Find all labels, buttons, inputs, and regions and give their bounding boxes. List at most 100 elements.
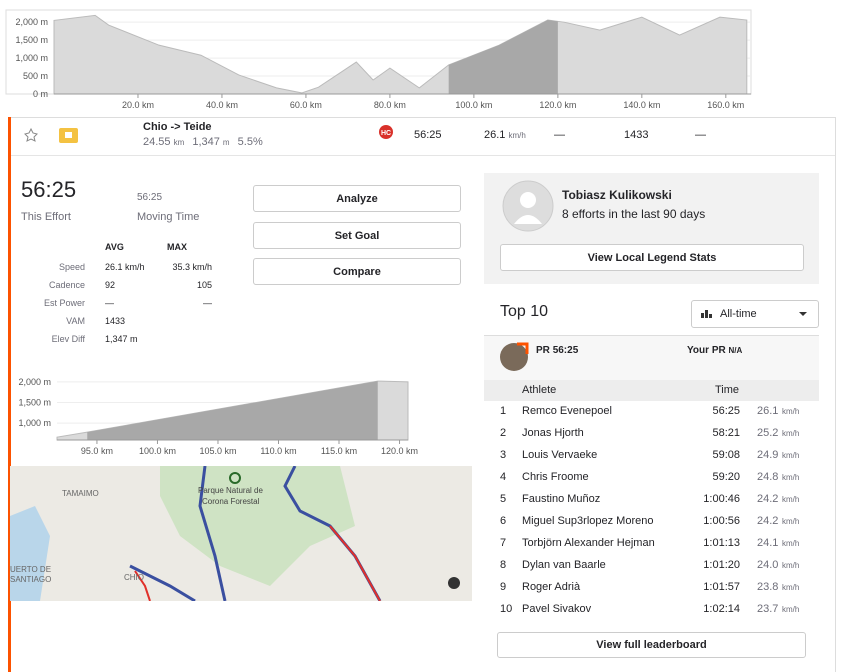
athlete-name[interactable]: Jonas Hjorth (522, 427, 584, 439)
moving-time: 56:25 (137, 192, 163, 203)
x-tick-label: 160.0 km (707, 100, 744, 110)
speed-unit: km/h (782, 495, 800, 504)
y-tick-label: 2,000 m (18, 377, 51, 387)
selected-border (8, 117, 11, 672)
info-icon[interactable] (448, 577, 460, 589)
rank: 1 (500, 405, 507, 417)
x-tick-label: 100.0 km (139, 446, 176, 456)
map-label: CHIO (124, 573, 144, 582)
map[interactable]: TAMAIMO Parque Natural de Corona Foresta… (10, 466, 472, 601)
overview-chart: 0 m 500 m 1,000 m 1,500 m 2,000 m 20.0 km 40.0… (5, 9, 752, 110)
legend-efforts: 8 efforts in the last 90 days (562, 207, 706, 221)
your-pr: Your PR N/A (687, 346, 742, 356)
row-icons: HC (24, 125, 393, 143)
leaderboard-button[interactable]: View full leaderboard (497, 632, 806, 658)
row-divider (11, 155, 835, 156)
rank: 2 (500, 427, 507, 439)
hc-badge (379, 125, 393, 139)
legend-icon-crown (65, 132, 72, 138)
speed: 26.1 (757, 405, 779, 417)
action-button[interactable]: Compare (253, 258, 461, 285)
athlete-name[interactable]: Dylan van Baarle (522, 559, 606, 571)
speed: 24.0 (757, 559, 779, 571)
sea (10, 506, 50, 601)
pr-avatar (500, 342, 529, 371)
speed: 24.9 (757, 449, 779, 461)
stat-max: 105 (196, 280, 212, 290)
x-tick-label: 105.0 km (199, 446, 236, 456)
athlete-name[interactable]: Pavel Sivakov (522, 603, 592, 615)
x-tick-label: 100.0 km (455, 100, 492, 110)
segment-route (134, 570, 151, 601)
athlete-name[interactable]: Remco Evenepoel (522, 405, 612, 417)
stat-label: Elev Diff (51, 334, 85, 344)
effort-label: This Effort (21, 211, 71, 223)
rank: 4 (500, 471, 507, 483)
x-tick-label: 140.0 km (623, 100, 660, 110)
stat-max: 35.3 km/h (172, 262, 212, 272)
segment-vam: 1433 (624, 129, 649, 141)
stat-label: Speed (58, 262, 85, 272)
time: 1:02:14 (703, 603, 740, 615)
moving-label: Moving Time (137, 211, 200, 223)
unit: km/h (508, 131, 526, 140)
rank: 10 (500, 603, 513, 615)
segment-power: — (554, 129, 565, 141)
x-tick-label: 60.0 km (290, 100, 322, 110)
x-tick-label: 95.0 km (81, 446, 113, 456)
segment-name[interactable]: Chio -> Teide (143, 121, 212, 133)
speed-unit: km/h (782, 429, 800, 438)
action-button[interactable]: Analyze (253, 185, 461, 212)
athlete-name[interactable]: Roger Adrià (522, 581, 581, 593)
x-tick-label: 40.0 km (206, 100, 238, 110)
speed: 23.7 (757, 603, 779, 615)
speed: 26.1 (484, 129, 506, 141)
stat-label: VAM (66, 316, 85, 326)
y-tick-label: 0 m (33, 89, 48, 99)
map-label: UERTO DE (10, 565, 51, 574)
segment-route (329, 525, 381, 601)
time: 1:00:56 (703, 515, 740, 527)
map-label: SANTIAGO (10, 575, 51, 584)
x-tick-label: 110.0 km (260, 446, 296, 456)
y-tick-label: 500 m (23, 71, 48, 81)
x-tick-label: 20.0 km (122, 100, 154, 110)
action-button[interactable]: Set Goal (253, 222, 461, 249)
x-tick-label: 120.0 km (381, 446, 418, 456)
unit: m (222, 138, 230, 147)
x-tick-label: 80.0 km (374, 100, 406, 110)
your-pr-label: Your PR (687, 345, 726, 356)
time: 56:25 (712, 405, 740, 417)
stat-max: — (203, 298, 212, 308)
star-icon[interactable] (24, 127, 38, 142)
legend-button[interactable]: View Local Legend Stats (500, 244, 804, 271)
legend-name[interactable]: Tobiasz Kulikowski (562, 188, 672, 202)
rank: 6 (500, 515, 507, 527)
segment-speed: 26.1 km/h (484, 130, 526, 141)
stat-avg: 92 (105, 280, 116, 290)
speed-unit: km/h (782, 605, 800, 614)
y-tick-label: 1,500 m (18, 397, 51, 407)
athlete-name[interactable]: Torbjörn Alexander Hejman (522, 537, 655, 549)
speed-unit: km/h (782, 407, 800, 416)
filter-dropdown[interactable]: All-time (691, 300, 819, 328)
y-tick-label: 2,000 m (15, 17, 48, 27)
segment-area (448, 20, 558, 94)
athlete-name[interactable]: Chris Froome (522, 471, 589, 483)
athlete-name[interactable]: Louis Vervaeke (522, 449, 598, 461)
time: 1:00:46 (703, 493, 740, 505)
pr-time: 56:25 (552, 345, 579, 356)
leaderboard-title: Top 10 (500, 303, 549, 320)
stat-label: Est Power (43, 298, 85, 308)
park (160, 466, 355, 586)
segment-panel (11, 117, 836, 672)
athlete-name[interactable]: Miguel Sup3rlopez Moreno (522, 515, 654, 527)
pr-row (484, 335, 819, 380)
athlete-name[interactable]: Faustino Muñoz (522, 493, 601, 505)
map-label: TAMAIMO (62, 489, 99, 498)
elevation: 1,347 (192, 136, 220, 148)
stat-avg: 26.1 km/h (105, 262, 145, 272)
time: 1:01:20 (703, 559, 740, 571)
table-header (484, 380, 819, 401)
segment-hr: — (695, 129, 706, 141)
